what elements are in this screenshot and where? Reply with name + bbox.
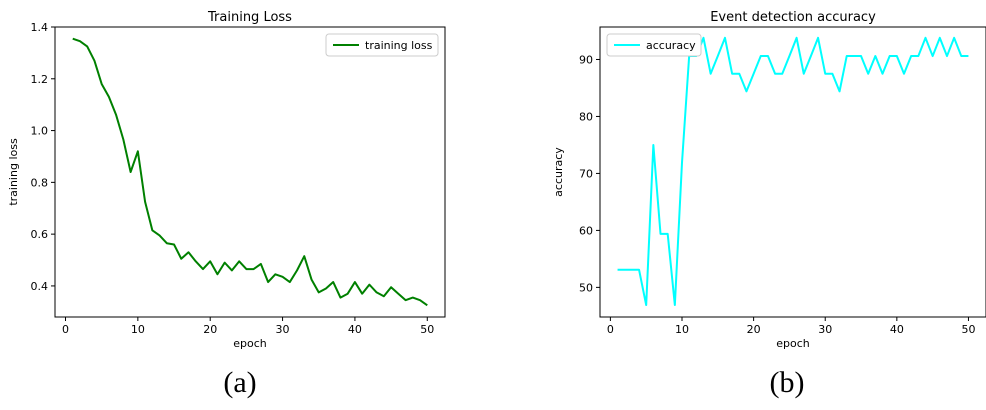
chart-title: Training Loss [207,10,292,25]
series-line-training-loss [72,37,428,307]
y-tick-label: 70 [579,167,593,180]
x-tick-label: 0 [607,323,614,336]
x-tick-label: 20 [747,323,761,336]
y-tick-label: 50 [579,281,593,294]
panel-caption-a: (a) [223,366,257,399]
y-tick-label: 1.0 [31,125,49,138]
accuracy-chart: Event detection accuracy 0 10 20 30 40 50 50 60 7… [552,10,986,350]
panel-caption-b: (b) [769,366,805,399]
y-tick-label: 60 [579,224,593,237]
series-line-accuracy [617,36,969,307]
x-tick-label: 20 [203,323,217,336]
y-tick-label: 0.8 [31,176,49,189]
legend: accuracy [606,33,702,57]
x-axis-label: epoch [233,337,267,350]
y-tick-label: 80 [579,110,593,123]
legend-box [606,33,702,57]
y-tick-label: 0.4 [31,280,49,293]
x-tick-label: 40 [890,323,904,336]
x-tick-label: 50 [961,323,975,336]
y-tick-label: 90 [579,53,593,66]
plot-frame [599,26,986,318]
y-axis-label: accuracy [552,147,565,197]
legend-label: accuracy [646,39,696,52]
x-axis-label: epoch [776,337,810,350]
x-tick-label: 30 [276,323,290,336]
x-tick-label: 30 [818,323,832,336]
x-tick-label: 50 [420,323,434,336]
y-tick-label: 1.2 [31,73,49,86]
y-tick-label: 1.4 [31,21,49,34]
y-axis-label: training loss [7,138,20,206]
legend: training loss [325,33,439,57]
plot-frame [54,26,446,318]
training-loss-chart: Training Loss 0 10 20 30 40 50 0.4 0.6 0.8 1.0 1.2 1… [7,10,446,350]
chart-title: Event detection accuracy [710,10,876,25]
x-tick-label: 40 [348,323,362,336]
y-tick-label: 0.6 [31,228,49,241]
legend-box [325,33,439,57]
x-tick-label: 0 [62,323,69,336]
x-tick-label: 10 [675,323,689,336]
legend-label: training loss [365,39,433,52]
x-tick-label: 10 [131,323,145,336]
